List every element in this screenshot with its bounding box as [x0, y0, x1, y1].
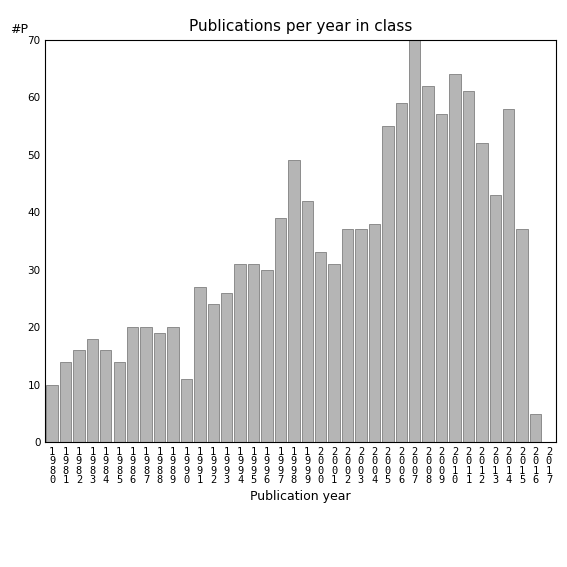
Bar — [409, 40, 420, 442]
Bar — [463, 91, 474, 442]
Bar — [221, 293, 232, 442]
Title: Publications per year in class: Publications per year in class — [189, 19, 412, 35]
Bar — [100, 350, 112, 442]
Bar — [248, 264, 259, 442]
Bar — [154, 333, 165, 442]
Bar — [60, 362, 71, 442]
Bar — [194, 287, 205, 442]
Bar — [382, 126, 393, 442]
Bar — [181, 379, 192, 442]
Bar — [342, 230, 353, 442]
Bar — [141, 327, 152, 442]
Bar — [113, 362, 125, 442]
Bar — [73, 350, 84, 442]
Bar — [46, 385, 58, 442]
Bar — [328, 264, 340, 442]
X-axis label: Publication year: Publication year — [250, 490, 351, 503]
Bar — [396, 103, 407, 442]
Bar — [356, 230, 367, 442]
Bar — [167, 327, 179, 442]
Bar — [87, 338, 98, 442]
Bar — [436, 115, 447, 442]
Bar — [315, 252, 327, 442]
Bar — [476, 143, 488, 442]
Bar — [261, 270, 273, 442]
Bar — [369, 224, 380, 442]
Bar — [489, 195, 501, 442]
Bar — [530, 413, 541, 442]
Bar — [274, 218, 286, 442]
Bar — [302, 201, 313, 442]
Bar — [422, 86, 434, 442]
Bar — [288, 160, 299, 442]
Bar — [208, 304, 219, 442]
Bar — [127, 327, 138, 442]
Bar — [234, 264, 246, 442]
Bar — [449, 74, 460, 442]
Bar — [503, 109, 514, 442]
Bar — [517, 230, 528, 442]
Text: #P: #P — [10, 23, 28, 36]
